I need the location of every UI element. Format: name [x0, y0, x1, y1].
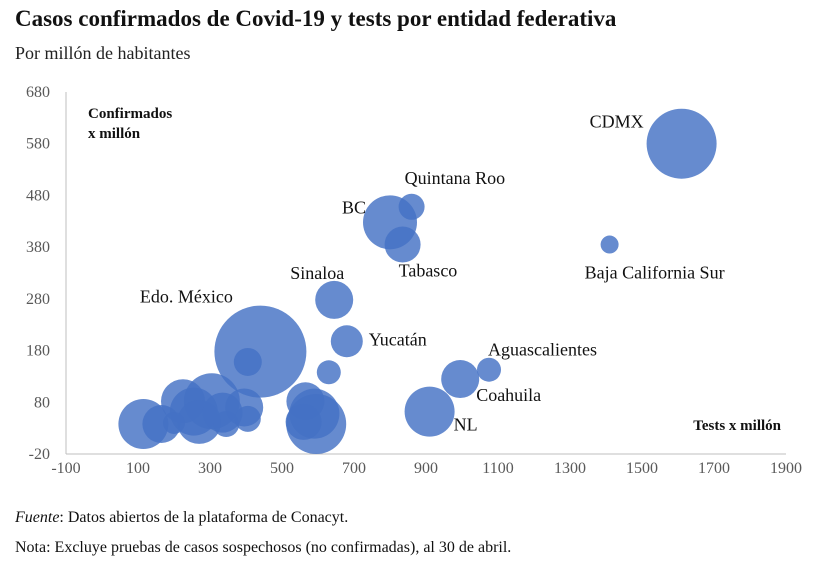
x-tick-label: 1500	[626, 460, 658, 477]
bubble-quintana-roo	[398, 193, 425, 220]
bubble	[285, 403, 322, 440]
x-tick-label: 500	[270, 460, 294, 477]
data-label: Yucatán	[369, 329, 427, 349]
bubble	[233, 347, 262, 376]
source-label: Fuente	[15, 509, 60, 526]
bubble-aguascalientes	[477, 357, 501, 382]
data-label: Edo. México	[140, 287, 233, 307]
x-tick-label: 1900	[770, 460, 802, 477]
y-tick-label: 380	[26, 239, 50, 256]
footer-source: Fuente: Datos abiertos de la plataforma …	[15, 509, 348, 527]
y-axis-title-line2: x millón	[88, 126, 141, 142]
data-label: Coahuila	[476, 385, 541, 405]
bubble	[213, 411, 240, 438]
bubble-edo-m-xico	[214, 305, 307, 398]
bubble	[234, 405, 261, 432]
x-tick-label: 900	[414, 460, 438, 477]
data-label: Quintana Roo	[405, 168, 506, 188]
data-label: BC	[342, 197, 366, 217]
y-tick-label: 680	[26, 84, 50, 101]
bubble-nl	[404, 386, 455, 437]
x-axis-title: Tests x millón	[693, 418, 781, 434]
data-label: Baja California Sur	[585, 263, 725, 283]
bubble-sinaloa	[315, 280, 354, 319]
bubble-yucat-n	[330, 325, 363, 358]
bubble-cdmx	[646, 108, 717, 179]
data-label: Aguascalientes	[488, 340, 597, 360]
data-label: NL	[454, 415, 478, 435]
chart-subtitle: Por millón de habitantes	[15, 43, 191, 63]
x-tick-label: 300	[198, 460, 222, 477]
y-tick-label: 280	[26, 291, 50, 308]
chart-title: Casos confirmados de Covid-19 y tests po…	[15, 6, 617, 31]
data-label: CDMX	[590, 112, 644, 132]
x-tick-label: 1300	[554, 460, 586, 477]
x-tick-label: 700	[342, 460, 366, 477]
x-tick-label: 1100	[482, 460, 513, 477]
source-text: : Datos abiertos de la plataforma de Con…	[59, 509, 349, 526]
y-tick-label: 580	[26, 136, 50, 153]
y-tick-label: 480	[26, 187, 50, 204]
y-tick-label: 80	[34, 394, 50, 411]
bubble-tabasco	[384, 226, 421, 263]
y-axis-title: Confirmados	[88, 106, 172, 122]
y-tick-label: -20	[29, 446, 50, 463]
bubble	[316, 360, 341, 385]
x-tick-label: -100	[51, 460, 80, 477]
bubble	[163, 411, 185, 434]
data-label: Tabasco	[399, 261, 458, 281]
footer-note: Nota: Excluye pruebas de casos sospechos…	[15, 539, 512, 556]
data-label: Sinaloa	[290, 263, 344, 283]
y-tick-label: 180	[26, 343, 50, 360]
bubble-coahuila	[441, 360, 480, 399]
bubble-baja-california-sur	[600, 235, 619, 254]
x-tick-label: 1700	[698, 460, 730, 477]
x-tick-label: 100	[126, 460, 150, 477]
